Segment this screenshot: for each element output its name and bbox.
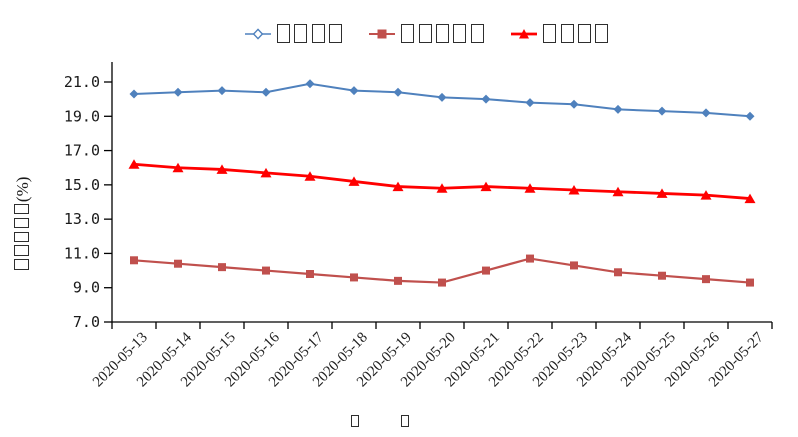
data-point-series-1 (525, 98, 535, 108)
data-point-series-1 (261, 87, 271, 97)
missing-glyph-box (543, 23, 557, 43)
data-point-series-1 (569, 99, 579, 109)
x-axis-title (0, 414, 760, 429)
missing-glyph-box (328, 23, 342, 43)
missing-glyph-box (14, 217, 30, 229)
data-point-series-3 (744, 193, 756, 204)
y-tick-label: 19.0 (64, 107, 100, 125)
missing-glyph-box (453, 23, 467, 43)
data-point-series-1 (437, 92, 447, 102)
missing-glyph-box (14, 245, 30, 256)
series-line-3 (133, 162, 751, 200)
y-tick-label: 7.0 (73, 313, 100, 331)
data-point-series-2 (218, 263, 226, 272)
legend-label-series-1 (275, 23, 345, 45)
data-point-series-2 (570, 261, 578, 270)
data-point-series-2 (350, 273, 358, 282)
data-point-series-3 (216, 164, 228, 174)
missing-glyph-box (14, 231, 30, 243)
data-point-series-2 (526, 254, 534, 263)
data-point-series-1 (217, 86, 227, 96)
missing-glyph-box (311, 23, 325, 43)
data-point-series-1 (129, 89, 139, 99)
chart-legend (0, 20, 798, 48)
missing-glyph-box (400, 414, 410, 428)
data-point-series-1 (701, 108, 711, 118)
data-point-series-1 (613, 104, 623, 114)
missing-glyph-box (470, 23, 484, 43)
data-point-series-1 (393, 87, 403, 97)
legend-item-series-2 (368, 23, 486, 45)
legend-square-marker-icon (369, 29, 396, 39)
data-point-series-1 (349, 86, 359, 96)
legend-item-series-1 (244, 23, 345, 45)
data-point-series-1 (305, 79, 315, 89)
legend-item-series-3 (510, 23, 611, 45)
data-point-series-2 (702, 275, 710, 284)
data-point-series-3 (304, 171, 316, 181)
data-point-series-2 (394, 276, 402, 285)
missing-glyph-box (560, 23, 574, 43)
legend-label-series-3 (541, 23, 611, 45)
data-point-series-3 (700, 190, 712, 200)
legend-label-series-2 (399, 23, 486, 45)
data-point-series-3 (348, 176, 360, 186)
missing-glyph-box (436, 23, 449, 43)
data-point-series-2 (658, 271, 666, 280)
y-tick-label: 13.0 (64, 210, 100, 228)
data-point-series-3 (392, 181, 404, 192)
data-point-series-2 (262, 266, 270, 275)
data-point-series-2 (482, 266, 490, 275)
missing-glyph-box (14, 203, 30, 215)
missing-glyph-box (350, 414, 360, 428)
missing-glyph-box (418, 23, 432, 43)
y-tick-label: 21.0 (64, 73, 100, 91)
data-point-series-3 (568, 185, 580, 195)
data-point-series-3 (172, 162, 184, 173)
data-point-series-1 (657, 106, 667, 116)
missing-glyph-box (401, 23, 415, 43)
data-point-series-2 (306, 270, 314, 278)
legend-diamond-marker-icon (244, 28, 271, 40)
data-point-series-1 (173, 87, 183, 97)
data-point-series-3 (128, 159, 140, 169)
missing-glyph-box (294, 23, 308, 43)
missing-glyph-box (276, 23, 290, 43)
data-point-series-3 (436, 183, 448, 193)
y-tick-label: 9.0 (73, 279, 100, 297)
data-point-series-3 (260, 167, 272, 178)
data-point-series-2 (746, 278, 754, 287)
missing-glyph-box (14, 259, 30, 270)
data-point-series-3 (480, 181, 492, 192)
missing-glyph-box (577, 23, 591, 43)
data-point-series-2 (438, 278, 446, 287)
y-tick-label: 15.0 (64, 176, 100, 194)
y-tick-label: 17.0 (64, 142, 100, 160)
data-point-series-3 (612, 186, 624, 197)
data-point-series-1 (745, 111, 755, 121)
data-point-series-2 (130, 256, 138, 265)
data-point-series-3 (524, 183, 536, 193)
data-point-series-1 (481, 94, 491, 104)
legend-triangle-marker-icon (510, 29, 537, 39)
data-point-series-2 (614, 268, 622, 277)
y-tick-label: 11.0 (64, 244, 100, 262)
data-point-series-3 (656, 188, 668, 198)
missing-glyph-box (595, 23, 609, 43)
y-axis-title: (%) (13, 129, 35, 319)
data-point-series-2 (174, 259, 182, 268)
y-axis-title-text: (%) (13, 177, 32, 272)
